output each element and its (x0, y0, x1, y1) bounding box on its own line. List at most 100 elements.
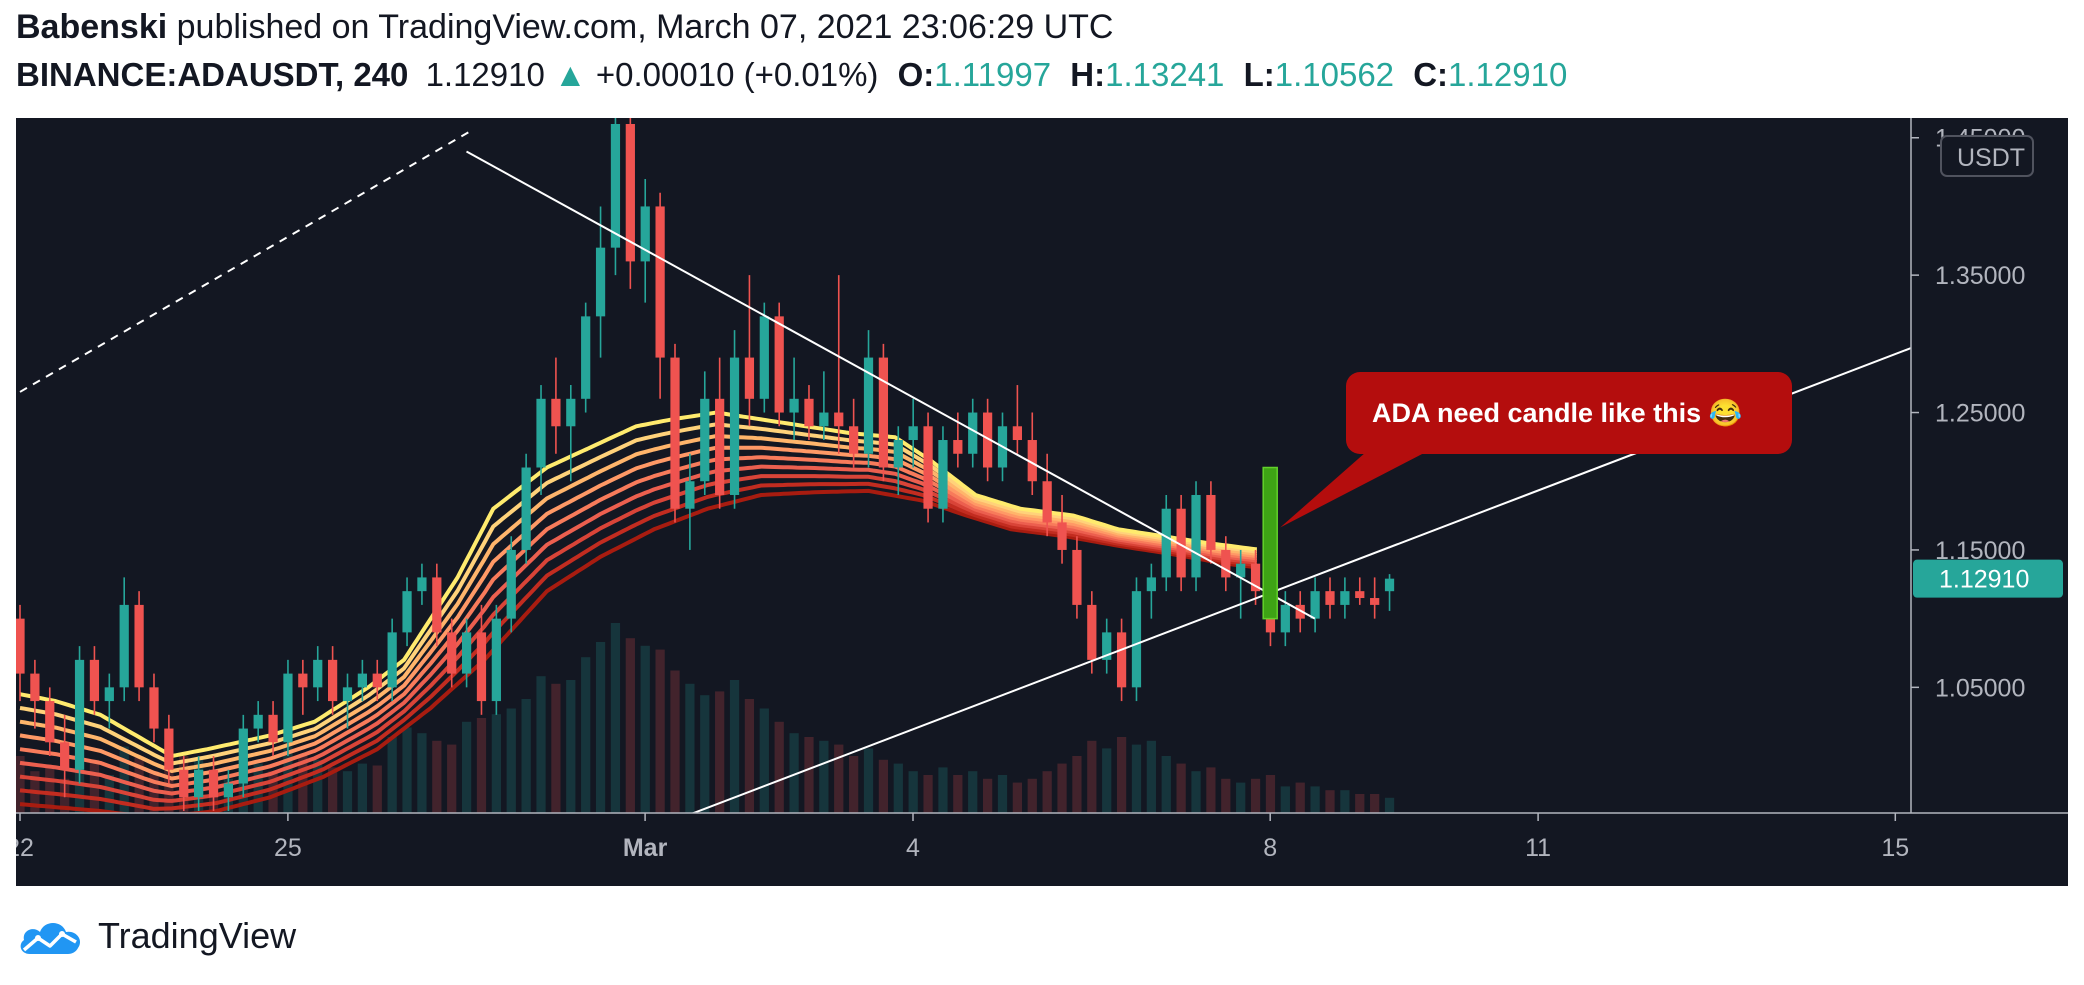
volume-bar (938, 767, 948, 813)
low-label: L: (1243, 56, 1275, 93)
last-price-marker (1913, 559, 2063, 598)
candle-body (1191, 494, 1201, 578)
tradingview-cloud-logo-icon (20, 923, 81, 954)
footer-brand[interactable]: TradingView (98, 915, 297, 956)
volume-bar (372, 765, 382, 813)
candle-body (372, 673, 382, 688)
candle-body (819, 412, 829, 427)
x-tick-label: 11 (1525, 834, 1551, 862)
volume-bar (1370, 794, 1380, 813)
callout-text[interactable]: ADA need candle like this 😂 (1372, 398, 1742, 428)
candle-body (16, 618, 25, 674)
volume-bar (1221, 778, 1231, 813)
candle-body (30, 673, 40, 702)
volume-bar (923, 775, 933, 813)
candle-body (1310, 591, 1320, 619)
volume-bar (655, 649, 665, 813)
candle-body (566, 398, 576, 427)
volume-bar (685, 683, 695, 813)
volume-bar (670, 670, 680, 813)
y-tick-label: 1.05000 (1935, 674, 2025, 702)
low-value: 1.10562 (1274, 56, 1395, 93)
currency-badge[interactable] (1940, 135, 2034, 177)
projected-candle[interactable] (1262, 466, 1278, 620)
volume-bar (834, 744, 844, 813)
candle-body (536, 398, 546, 468)
trendline-2[interactable] (466, 150, 1316, 620)
volume-bar (878, 759, 889, 813)
volume-bar (1280, 786, 1290, 813)
candle-body (953, 440, 963, 454)
candle-body (74, 659, 85, 770)
candle-body (491, 618, 501, 702)
candle-body (700, 398, 710, 482)
candle-body (1072, 549, 1082, 605)
candle-body (610, 124, 621, 248)
candle-body (625, 124, 635, 262)
volume-bar (715, 691, 725, 813)
callout-box[interactable] (1346, 372, 1792, 454)
callout-pointer[interactable] (1280, 452, 1426, 528)
volume-bar (997, 775, 1008, 813)
candle-body (476, 632, 487, 702)
author-name[interactable]: Babenski (16, 8, 168, 46)
chart-canvas[interactable]: ADA need candle like this 😂 1.450001.350… (6, 118, 2068, 886)
candle-body (1102, 632, 1112, 660)
candle-body (342, 687, 353, 702)
y-tick-label: 1.25000 (1935, 400, 2025, 428)
volume-bar (566, 680, 576, 813)
volume-bar (893, 763, 903, 813)
candle-body (834, 412, 844, 427)
volume-bar (1191, 771, 1201, 813)
trendlines-layer[interactable] (19, 130, 1922, 825)
candle-body (670, 357, 680, 509)
candle-body (1221, 549, 1231, 578)
candle-body (45, 701, 55, 743)
volume-bar (461, 721, 472, 813)
open-label: O: (897, 56, 935, 93)
candle-body (1370, 598, 1380, 605)
x-tick-label: 22 (16, 834, 34, 862)
candle-body (1161, 508, 1171, 578)
price-chart[interactable]: ADA need candle like this 😂 1.450001.350… (6, 118, 2068, 886)
volume-bar (1057, 763, 1067, 813)
candle-body (640, 206, 650, 262)
trendline-1[interactable] (19, 130, 472, 393)
volume-bar (1340, 790, 1350, 813)
volume-bar (357, 763, 367, 813)
volume-bar (581, 657, 591, 813)
volume-bar (819, 740, 829, 813)
close-label: C: (1413, 56, 1449, 93)
annotation-layer[interactable]: ADA need candle like this 😂 (1262, 372, 1792, 620)
candle-body (298, 673, 308, 688)
volume-bar (432, 740, 442, 813)
candle-body (581, 316, 591, 399)
currency-badge-label[interactable]: USDT (1957, 144, 2025, 172)
volume-bar (789, 733, 799, 813)
volume-bar (551, 683, 561, 813)
candle-body (938, 440, 948, 509)
volume-bar (476, 718, 487, 813)
candle-body (1087, 604, 1097, 660)
candle-body (238, 728, 248, 784)
candle-body (551, 398, 561, 427)
x-tick-label: 25 (274, 834, 302, 862)
candle-body (327, 659, 338, 702)
candle-body (893, 440, 903, 468)
volume-bar (45, 765, 55, 813)
volume-bar (283, 746, 293, 813)
volume-bar (16, 756, 25, 813)
x-tick-label: 8 (1263, 834, 1277, 862)
ema-line-1 (19, 410, 1258, 758)
volume-bar (729, 680, 740, 813)
ema-line-3 (19, 434, 1258, 773)
close-value: 1.12910 (1448, 56, 1568, 93)
ema-line-8 (19, 481, 1258, 811)
candle-body (1250, 563, 1261, 592)
published-text: published on TradingView.com, March 07, … (176, 8, 1114, 46)
volume-bar (521, 699, 531, 813)
candle-body (387, 632, 397, 688)
open-value: 1.11997 (934, 56, 1052, 93)
symbol-label[interactable]: BINANCE:ADAUSDT, 240 (16, 56, 409, 93)
candle-body (789, 398, 799, 413)
